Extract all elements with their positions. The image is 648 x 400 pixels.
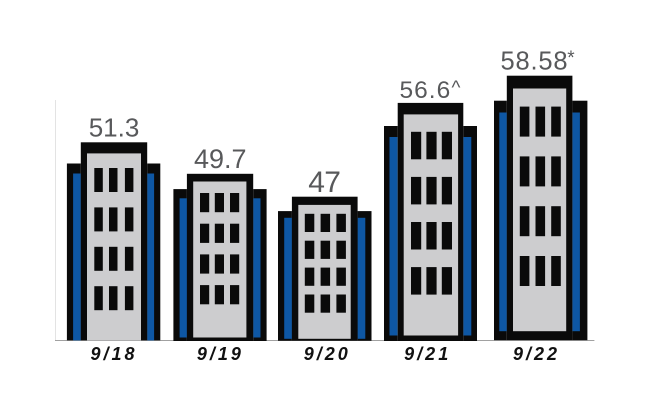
svg-text:58.58: 58.58 [500,48,568,76]
svg-text:*: * [567,48,575,69]
svg-text:9/22: 9/22 [513,344,560,364]
svg-text:47: 47 [308,166,340,199]
svg-text:49.7: 49.7 [194,144,247,174]
svg-text:9/19: 9/19 [197,344,244,364]
svg-text:9/18: 9/18 [90,344,137,364]
svg-text:^: ^ [451,78,460,99]
svg-text:51.3: 51.3 [89,113,140,143]
svg-text:9/20: 9/20 [304,344,351,364]
svg-text:9/21: 9/21 [404,344,451,364]
svg-text:56.6: 56.6 [400,77,452,104]
